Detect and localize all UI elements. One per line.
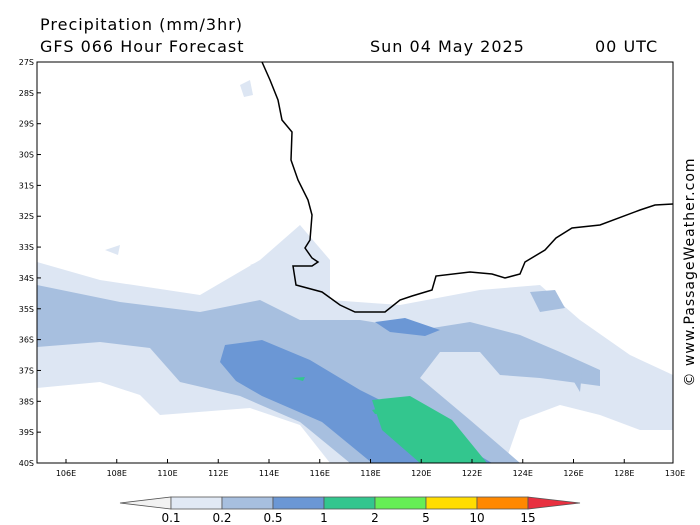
map-frame: [36, 61, 674, 464]
lat-label: 39S: [19, 428, 34, 437]
lon-label: 124E: [513, 469, 533, 478]
lat-label: 32S: [19, 212, 34, 221]
lon-label: 112E: [208, 469, 228, 478]
lon-label: 118E: [360, 469, 380, 478]
legend-label: 10: [469, 511, 484, 525]
legend-label: 5: [422, 511, 430, 525]
lat-label: 38S: [19, 397, 34, 406]
lat-label: 29S: [19, 120, 34, 129]
legend-label: 15: [520, 511, 535, 525]
lat-label: 35S: [19, 305, 34, 314]
precip-medium-patch: [530, 290, 582, 392]
lat-label: 30S: [19, 151, 34, 160]
lat-label: 28S: [19, 89, 34, 98]
lon-label: 128E: [614, 469, 634, 478]
lon-label: 122E: [462, 469, 482, 478]
lon-label: 106E: [56, 469, 76, 478]
lat-label: 34S: [19, 274, 34, 283]
legend-label: 0.2: [212, 511, 231, 525]
colorbar-bin: [425, 496, 478, 510]
lon-label: 126E: [563, 469, 583, 478]
colorbar-bin: [323, 496, 376, 510]
lon-label: 108E: [107, 469, 127, 478]
colorbar: [119, 496, 581, 510]
lon-label: 116E: [310, 469, 330, 478]
watermark: © www.PassageWeather.com: [682, 157, 698, 386]
lat-label: 40S: [19, 459, 34, 468]
legend-label: 0.1: [161, 511, 180, 525]
lat-label: 36S: [19, 336, 34, 345]
date: Sun 04 May 2025: [370, 37, 525, 56]
lat-label: 33S: [19, 243, 34, 252]
legend-label: 2: [371, 511, 379, 525]
title: Precipitation (mm/3hr): [40, 15, 243, 34]
legend-label: 1: [320, 511, 328, 525]
colorbar-bin: [221, 496, 274, 510]
legend-label: 0.5: [263, 511, 282, 525]
lat-label: 37S: [19, 366, 34, 375]
coastline: [261, 62, 673, 313]
colorbar-bin: [476, 496, 529, 510]
colorbar-low: [119, 496, 172, 510]
colorbar-bin: [272, 496, 325, 510]
lon-label: 110E: [157, 469, 177, 478]
time: 00 UTC: [595, 37, 658, 56]
subtitle: GFS 066 Hour Forecast: [40, 37, 245, 56]
colorbar-bin: [374, 496, 427, 510]
lon-label: 130E: [665, 469, 685, 478]
map: [36, 61, 674, 464]
colorbar-high: [527, 496, 581, 510]
lat-label: 27S: [19, 58, 34, 67]
colorbar-bin: [170, 496, 223, 510]
precip-teal: [292, 377, 487, 463]
lat-label: 31S: [19, 181, 34, 190]
lon-label: 114E: [259, 469, 279, 478]
lon-label: 120E: [411, 469, 431, 478]
